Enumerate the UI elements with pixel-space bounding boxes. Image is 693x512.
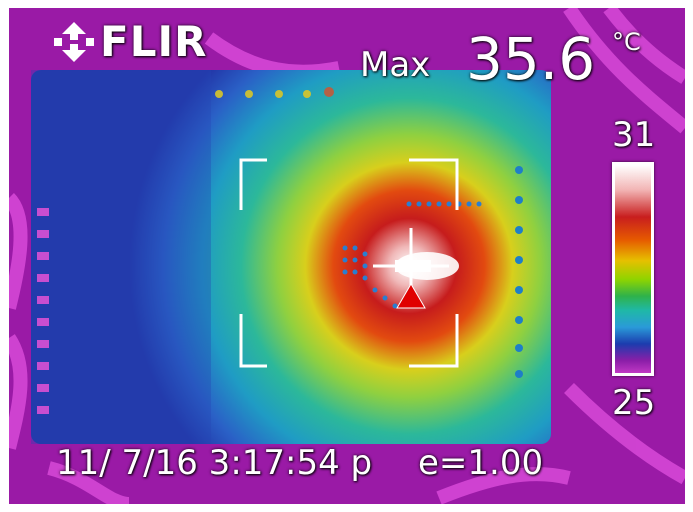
temperature-unit: °C [612,28,641,56]
left-pins [37,208,49,414]
thermal-image [9,8,685,504]
thermal-scene [9,8,685,504]
color-scale-bar [612,162,654,376]
max-temperature-value: 35.6 [466,25,596,93]
scale-min-label: 25 [612,383,656,423]
flir-logo: FLIR [52,20,207,64]
max-label: Max [360,45,431,85]
scale-max-label: 31 [612,115,656,155]
emissivity-value: e=1.00 [418,443,544,483]
measurement-box [239,158,459,368]
capture-datetime: 11/ 7/16 3:17:54 p [56,443,373,483]
circuit-board [31,70,551,444]
max-temperature-marker [396,283,426,309]
via-array [342,201,482,309]
brand-name: FLIR [100,17,208,66]
board-components [215,87,334,98]
right-components [515,166,523,378]
flir-logo-icon [54,22,94,62]
